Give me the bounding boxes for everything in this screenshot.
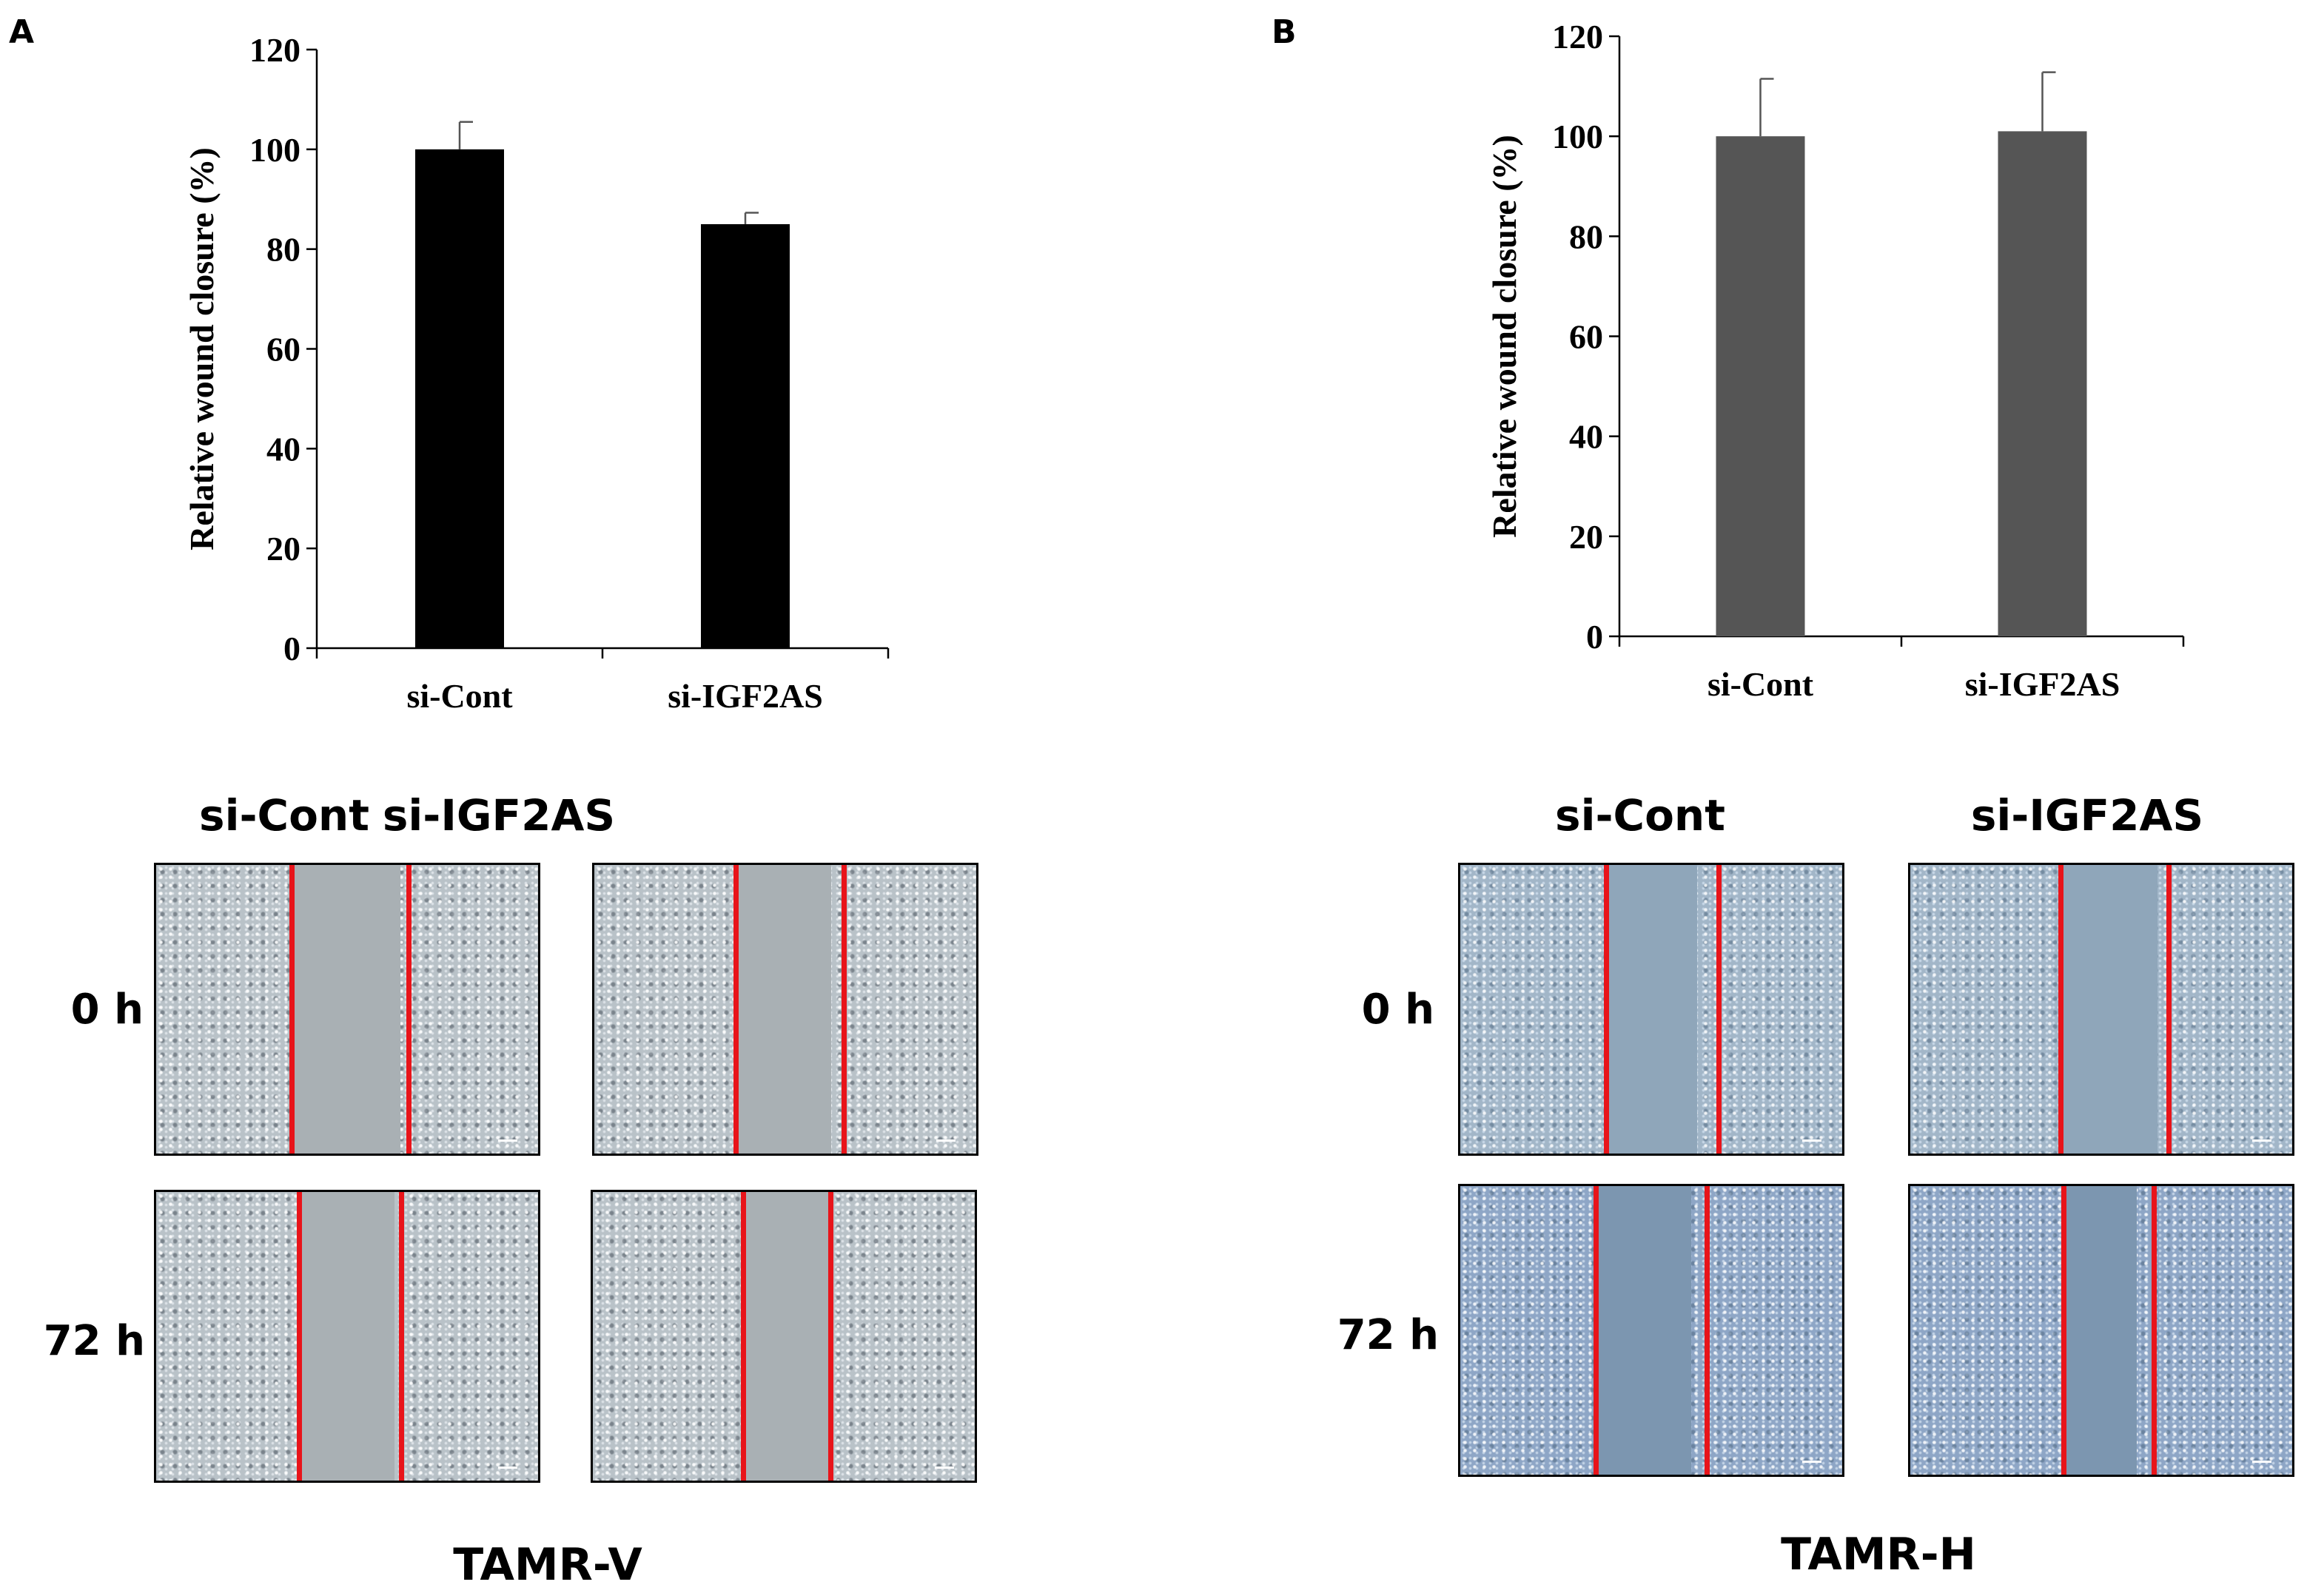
wound-edge-line <box>741 1192 746 1481</box>
wound-edge-line <box>289 865 295 1154</box>
bar-si-cont <box>415 149 504 649</box>
y-axis-title: Relative wound closure (%) <box>1485 135 1523 538</box>
wound-edge-line <box>1705 1186 1710 1475</box>
wound-edge-line <box>2152 1186 2157 1475</box>
timepoint-label-72h-a: 72 h <box>43 1317 145 1365</box>
condition-label-si-igf2as-a: si-IGF2AS <box>382 790 616 841</box>
y-tick-label: 80 <box>266 231 300 269</box>
cell-line-label-b: TAMR-H <box>1781 1529 1976 1580</box>
cell-line-label-a: TAMR-V <box>453 1539 642 1591</box>
y-tick-label: 120 <box>1552 18 1603 55</box>
y-tick-label: 120 <box>249 31 300 69</box>
y-tick-label: 0 <box>1586 618 1603 656</box>
micrograph-b-si-cont-72h <box>1458 1184 1844 1477</box>
micrograph-b-si-igf2as-72h <box>1908 1184 2294 1477</box>
micrograph-b-si-cont-0h <box>1458 863 1844 1156</box>
wound-edge-line <box>297 1192 302 1481</box>
wound-edge-line <box>399 1192 404 1481</box>
wound-edge-line <box>406 865 412 1154</box>
wound-edge-line <box>2166 865 2172 1154</box>
x-category-label: si-Cont <box>1707 665 1814 703</box>
y-tick-label: 20 <box>266 530 300 568</box>
micrograph-b-si-igf2as-0h <box>1908 863 2294 1156</box>
y-tick-label: 80 <box>1569 218 1603 255</box>
panel-letter-a: A <box>9 13 35 51</box>
wound-edge-line <box>1716 865 1722 1154</box>
condition-label-si-cont-a: si-Cont <box>199 790 369 841</box>
bar-si-cont <box>1716 136 1805 636</box>
y-tick-label: 40 <box>1569 418 1603 456</box>
micrograph-a-si-igf2as-72h <box>591 1190 977 1483</box>
panel-letter-b: B <box>1272 13 1297 51</box>
y-tick-label: 40 <box>266 430 300 468</box>
x-category-label: si-IGF2AS <box>668 677 823 715</box>
wound-edge-line <box>842 865 847 1154</box>
wound-edge-line <box>828 1192 833 1481</box>
y-tick-label: 100 <box>1552 118 1603 155</box>
condition-label-si-cont-b: si-Cont <box>1555 790 1725 841</box>
timepoint-label-0h-a: 0 h <box>70 986 144 1034</box>
bar-chart-a: 0 20 40 60 80 100 120 si-Cont si-IGF2AS Relative … <box>183 31 890 715</box>
micrograph-a-si-cont-72h <box>154 1190 540 1483</box>
y-tick-label: 100 <box>249 131 300 169</box>
wound-edge-line <box>2061 1186 2066 1475</box>
x-category-label: si-Cont <box>406 677 513 715</box>
y-tick-label: 20 <box>1569 518 1603 556</box>
y-tick-label: 60 <box>266 331 300 368</box>
wound-edge-line <box>1594 1186 1599 1475</box>
y-tick-label: 60 <box>1569 318 1603 356</box>
bar-si-igf2as <box>701 223 790 648</box>
bar-chart-b: 0 20 40 60 80 100 120 si-Cont si-IGF2AS Relative … <box>1485 18 2185 703</box>
y-tick-label: 0 <box>283 630 300 667</box>
x-category-label: si-IGF2AS <box>1965 665 2120 703</box>
wound-edge-line <box>2058 865 2063 1154</box>
y-axis-title: Relative wound closure (%) <box>183 147 221 550</box>
bar-si-igf2as <box>1998 131 2087 637</box>
micrograph-a-si-cont-0h <box>154 863 540 1156</box>
timepoint-label-0h-b: 0 h <box>1361 986 1434 1034</box>
timepoint-label-72h-b: 72 h <box>1337 1311 1439 1359</box>
micrograph-a-si-igf2as-0h <box>592 863 978 1156</box>
wound-edge-line <box>733 865 739 1154</box>
wound-edge-line <box>1604 865 1609 1154</box>
condition-label-si-igf2as-b: si-IGF2AS <box>1970 790 2204 841</box>
